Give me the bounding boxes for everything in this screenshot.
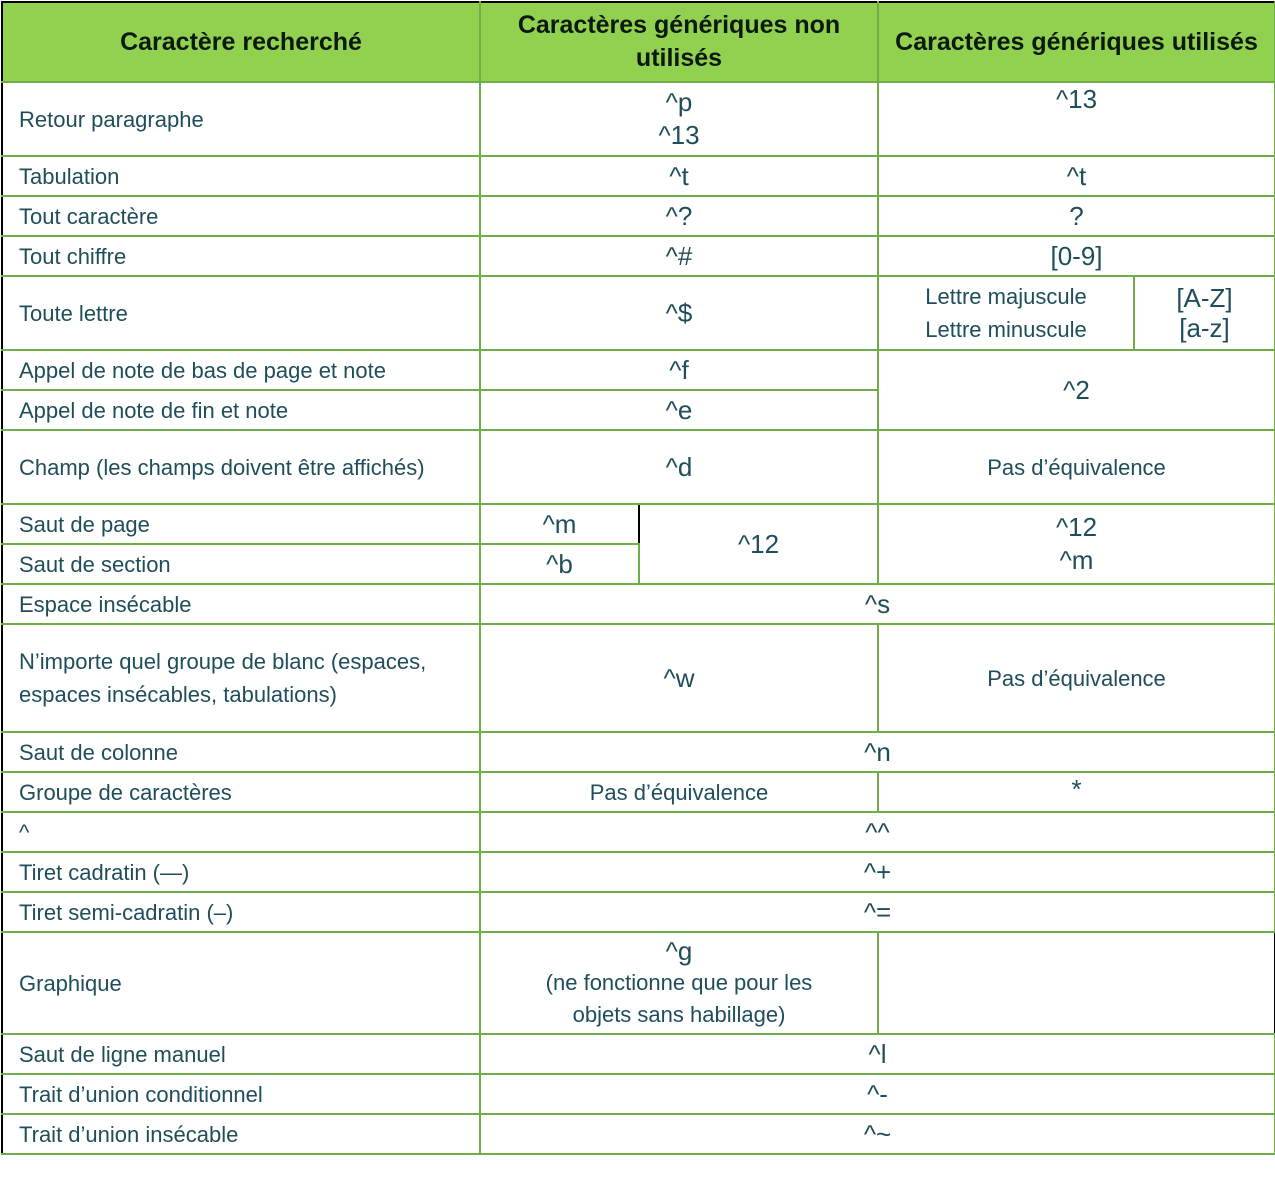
cell-wildcard: Pas d’équivalence	[876, 429, 1275, 505]
table-row: Appel de note de fin et note ^e	[1, 389, 1275, 431]
table-row: Saut de page ^m ^12 ^12 ^m	[1, 503, 1275, 585]
lowercase-label: Lettre minuscule	[925, 317, 1087, 342]
cell-no-wildcard: ^d	[479, 429, 879, 505]
cell-no-wildcard: ^$	[479, 275, 879, 351]
table-row: ^ ^^	[1, 811, 1275, 853]
table-row: Saut de section ^b	[1, 543, 1275, 585]
table-row: Saut de colonne ^n	[1, 731, 1275, 773]
row-label: Saut de colonne	[1, 731, 481, 773]
cell-no-wildcard: ^w	[479, 623, 879, 733]
row-label: Saut de ligne manuel	[1, 1033, 481, 1075]
cell-both: ^l	[478, 1033, 1275, 1075]
cell-both: ^+	[478, 851, 1275, 893]
cell-no-wildcard: ^b	[479, 543, 640, 585]
table-row: Toute lettre ^$ Lettre majuscule Lettre m…	[1, 275, 1275, 351]
cell-letter-labels: Lettre majuscule Lettre minuscule	[877, 275, 1135, 351]
row-label: N’importe quel groupe de blanc (espaces,…	[1, 623, 481, 733]
row-label: Champ (les champs doivent être affichés)	[1, 429, 481, 505]
cell-wildcard: [0-9]	[876, 235, 1275, 277]
table-row: Tout caractère ^? ?	[1, 195, 1275, 237]
row-label: Trait d’union insécable	[1, 1113, 481, 1155]
cell-wildcard-empty	[876, 931, 1275, 1035]
row-label: Tiret cadratin (—)	[1, 851, 481, 893]
row-label: Saut de page	[1, 503, 481, 545]
uppercase-range: [A-Z]	[1176, 283, 1233, 313]
table-row: Espace insécable ^s	[1, 583, 1275, 625]
cell-wildcard: Pas d’équivalence	[876, 623, 1275, 733]
table-row: Graphique ^g (ne fonctionne que pour les …	[1, 931, 1275, 1035]
cell-no-wildcard: ^?	[479, 195, 879, 237]
row-label: Tabulation	[1, 155, 481, 197]
uppercase-label: Lettre majuscule	[925, 284, 1087, 309]
row-label: Espace insécable	[1, 583, 481, 625]
table-row: Tiret cadratin (—) ^+	[1, 851, 1275, 893]
table-row: Tabulation ^t ^t	[1, 155, 1275, 197]
table-row: Tout chiffre ^# [0-9]	[1, 235, 1275, 277]
row-label: Appel de note de fin et note	[1, 389, 481, 431]
row-label: Toute lettre	[1, 275, 481, 351]
cell-no-wildcard: ^m	[479, 503, 640, 545]
cell-no-wildcard: ^f	[479, 349, 879, 391]
cell-wildcard: ^13	[876, 81, 1275, 157]
cell-letter-ranges: [A-Z] [a-z]	[1132, 275, 1275, 351]
cell-wildcard: ^12 ^m	[876, 503, 1275, 585]
code-value: ^g	[665, 936, 693, 966]
row-label: Saut de section	[1, 543, 481, 585]
code-value: ^13	[658, 120, 700, 150]
cell-wildcard: ^2	[876, 349, 1275, 431]
table-row: Retour paragraphe ^p ^13 ^13	[1, 81, 1275, 157]
row-label: Tiret semi-cadratin (–)	[1, 891, 481, 933]
cell-wildcard: ?	[876, 195, 1275, 237]
cell-both: ^-	[478, 1073, 1275, 1115]
cell-no-wildcard: Pas d’équivalence	[479, 771, 879, 813]
code-note: (ne fonctionne que pour les objets sans …	[545, 970, 813, 1027]
cell-no-wildcard: ^e	[479, 389, 879, 431]
wildcard-table: Caractère recherché Caractères générique…	[1, 1, 1275, 1155]
cell-wildcard: ^t	[876, 155, 1275, 197]
cell-both: ^=	[478, 891, 1275, 933]
row-label: Tout chiffre	[1, 235, 481, 277]
table-row: Saut de ligne manuel ^l	[1, 1033, 1275, 1075]
table-row: Tiret semi-cadratin (–) ^=	[1, 891, 1275, 933]
code-value: ^p	[665, 87, 693, 117]
table-row: Trait d’union insécable ^~	[1, 1113, 1275, 1155]
code-value: ^12	[1055, 512, 1098, 542]
row-label: Tout caractère	[1, 195, 481, 237]
header-wildcards: Caractères génériques utilisés	[876, 1, 1275, 83]
row-label: Groupe de caractères	[1, 771, 481, 813]
lowercase-range: [a-z]	[1179, 313, 1230, 343]
cell-no-wildcard-shared: ^12	[638, 503, 879, 585]
header-no-wildcards: Caractères génériques non utilisés	[479, 1, 879, 83]
cell-both: ^^	[478, 811, 1275, 853]
table-row: N’importe quel groupe de blanc (espaces,…	[1, 623, 1275, 733]
cell-both: ^n	[478, 731, 1275, 773]
cell-no-wildcard: ^t	[479, 155, 879, 197]
code-value: ^m	[1059, 545, 1094, 575]
row-label: Retour paragraphe	[1, 81, 481, 157]
header-row: Caractère recherché Caractères générique…	[1, 1, 1275, 83]
row-label: Trait d’union conditionnel	[1, 1073, 481, 1115]
table-row: Trait d’union conditionnel ^-	[1, 1073, 1275, 1115]
cell-wildcard: *	[876, 771, 1275, 813]
cell-both: ^~	[478, 1113, 1275, 1155]
row-label: Appel de note de bas de page et note	[1, 349, 481, 391]
cell-no-wildcard: ^p ^13	[479, 81, 879, 157]
cell-both: ^s	[478, 583, 1275, 625]
table-row: Champ (les champs doivent être affichés)…	[1, 429, 1275, 505]
header-searched-char: Caractère recherché	[1, 1, 481, 83]
table-row: Groupe de caractères Pas d’équivalence *	[1, 771, 1275, 813]
cell-no-wildcard: ^g (ne fonctionne que pour les objets san…	[479, 931, 879, 1035]
table-row: Appel de note de bas de page et note ^f …	[1, 349, 1275, 431]
row-label: Graphique	[1, 931, 481, 1035]
row-label: ^	[1, 811, 481, 853]
cell-no-wildcard: ^#	[479, 235, 879, 277]
